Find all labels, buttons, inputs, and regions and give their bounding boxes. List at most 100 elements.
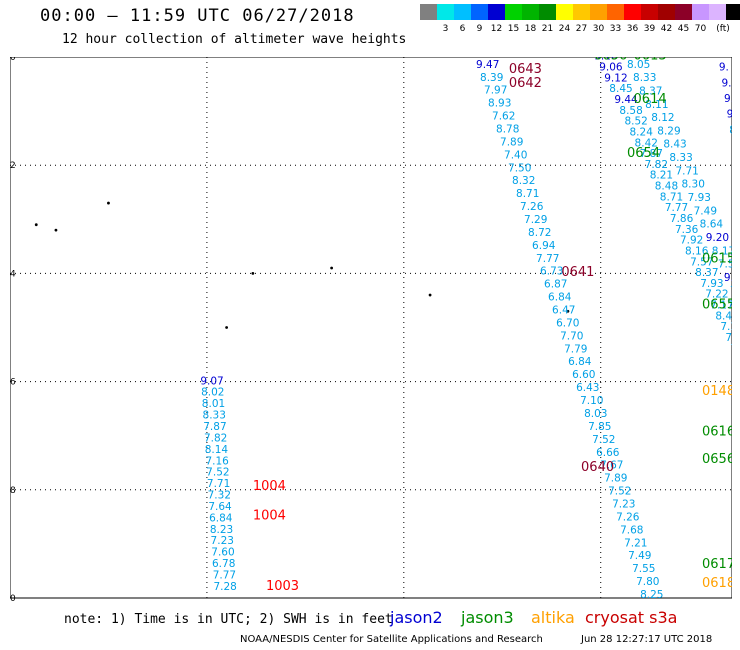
latitude-label: -30 [10, 594, 16, 602]
wave-height-value: 6.66 [596, 447, 620, 459]
wave-height-value: 6.78 [212, 558, 235, 570]
wave-height-value: 7.16 [720, 321, 732, 333]
pass-time-label: 0618 [702, 576, 732, 591]
scale-swatch [726, 4, 740, 20]
wave-height-value: 8.64 [700, 219, 724, 231]
wave-height-value: 7.32 [208, 490, 231, 502]
pass-time-label: 0656 [594, 57, 627, 64]
wave-height-value: 7.77 [665, 202, 688, 214]
scale-swatch [624, 4, 641, 20]
latitude-label: -28 [10, 486, 16, 496]
wave-height-value: 7.05 [730, 343, 732, 355]
wave-height-value: 9.12 [604, 72, 627, 84]
altimeter-tracks: 9.078.028.018.337.877.828.147.167.527.71… [200, 57, 732, 601]
islands [34, 201, 570, 329]
pass-time-label: 1004 [253, 509, 286, 524]
scale-swatch [437, 4, 454, 20]
scale-swatch [641, 4, 658, 20]
wave-height-value: 6.43 [576, 382, 599, 394]
wave-height-value: 7.60 [211, 547, 234, 559]
pass-time-label: 0617 [702, 557, 732, 572]
wave-height-value: 9.54 [727, 109, 732, 121]
map-subtitle: 12 hour collection of altimeter wave hei… [62, 32, 407, 47]
wave-height-value: 8.30 [682, 179, 705, 191]
wave-height-value: 8.42 [635, 137, 658, 149]
wave-height-map: -20-22-24-26-28-30 -135-132-129-126-123-… [10, 57, 732, 602]
pass-time-label: 0614 [634, 92, 667, 107]
wave-height-value: 6.94 [532, 240, 556, 252]
wave-height-value: 9.06 [599, 62, 623, 74]
wave-height-value: 7.49 [694, 205, 717, 217]
wave-height-value: 8.97 [729, 124, 732, 136]
wave-height-value: 7.22 [705, 289, 728, 301]
wave-height-value: 8.37 [695, 267, 718, 279]
wave-height-value: 8.05 [627, 59, 650, 71]
pass-time-label: 0640 [581, 460, 614, 475]
wave-height-value: 7.93 [688, 192, 711, 204]
island-dot [54, 228, 58, 232]
scale-swatch [658, 4, 675, 20]
wave-height-value: 7.52 [592, 434, 615, 446]
wave-height-value: 7.23 [211, 535, 234, 547]
wave-height-value: 6.87 [544, 279, 567, 291]
island-dot [566, 309, 570, 313]
scale-label: 42 [660, 24, 673, 34]
wave-height-value: 7.28 [213, 581, 236, 593]
scale-label: 24 [558, 24, 571, 34]
wave-height-value: 8.71 [516, 188, 539, 200]
pass-time-label: 0148 [702, 384, 732, 399]
wave-height-value: 6.70 [556, 317, 579, 329]
latitude-label: -20 [10, 57, 16, 63]
wave-height-value: 7.23 [612, 498, 635, 510]
wave-height-value: 8.45 [609, 83, 632, 95]
wave-height-value: 7.68 [620, 524, 643, 536]
wave-height-value: 7.79 [564, 343, 587, 355]
wave-height-value: 8.21 [650, 170, 673, 182]
wave-height-value: 8.32 [512, 175, 535, 187]
scale-label: 70 [694, 24, 707, 34]
scale-label: 3 [442, 24, 449, 34]
wave-height-value: 7.10 [580, 395, 603, 407]
wave-height-value: 8.16 [685, 245, 709, 257]
wave-height-value: 8.71 [660, 191, 683, 203]
wave-height-value: 7.17 [710, 300, 732, 312]
scale-label: 30 [592, 24, 605, 34]
satellite-legend-entry: jason2 [390, 608, 443, 627]
wave-height-value: 8.14 [205, 444, 229, 456]
pass-time-label: 0655 [702, 298, 732, 313]
wave-height-value: 7.62 [492, 111, 515, 123]
wave-height-value: 8.17 [712, 245, 732, 257]
wave-height-value: 8.93 [488, 98, 511, 110]
satellite-legend-entry: altika [531, 608, 575, 627]
wave-height-value: 8.37 [639, 85, 662, 97]
wave-height-value: 7.57 [690, 256, 713, 268]
scale-swatch [573, 4, 590, 20]
wave-height-value: 8.25 [640, 589, 663, 601]
scale-label: 6 [459, 24, 466, 34]
wave-height-value: 6.84 [209, 512, 233, 524]
satellite-legend-entry: cryosat s3a [585, 608, 678, 627]
wave-height-value: 9.07 [200, 375, 223, 387]
wave-height-value: 7.29 [524, 214, 547, 226]
scale-label: 18 [524, 24, 537, 34]
wave-height-value: 8.58 [619, 105, 642, 117]
pass-time-label: 1003 [266, 579, 299, 594]
scale-unit: (ft) [716, 24, 730, 34]
wave-height-value: 8.11 [645, 99, 668, 111]
island-dot [107, 201, 110, 205]
wave-height-value: 7.55 [632, 563, 655, 575]
scale-swatch [522, 4, 539, 20]
wave-height-value: 7.71 [207, 478, 230, 490]
wave-height-value: 8.33 [669, 152, 692, 164]
scale-label: 39 [643, 24, 656, 34]
wave-height-value: 7.46 [730, 285, 732, 297]
wave-height-value: 8.29 [657, 125, 680, 137]
wave-height-value: 6.47 [552, 305, 575, 317]
wave-height-value: 8.45 [715, 310, 732, 322]
wave-height-value: 7.87 [203, 421, 226, 433]
latitude-labels: -20 -22 -24 -26 -28 -30 [10, 57, 16, 602]
wave-height-value: 9.44 [614, 94, 638, 106]
footer-timestamp: Jun 28 12:27:17 UTC 2018 [581, 634, 713, 645]
wave-height-value: 7.70 [560, 330, 583, 342]
